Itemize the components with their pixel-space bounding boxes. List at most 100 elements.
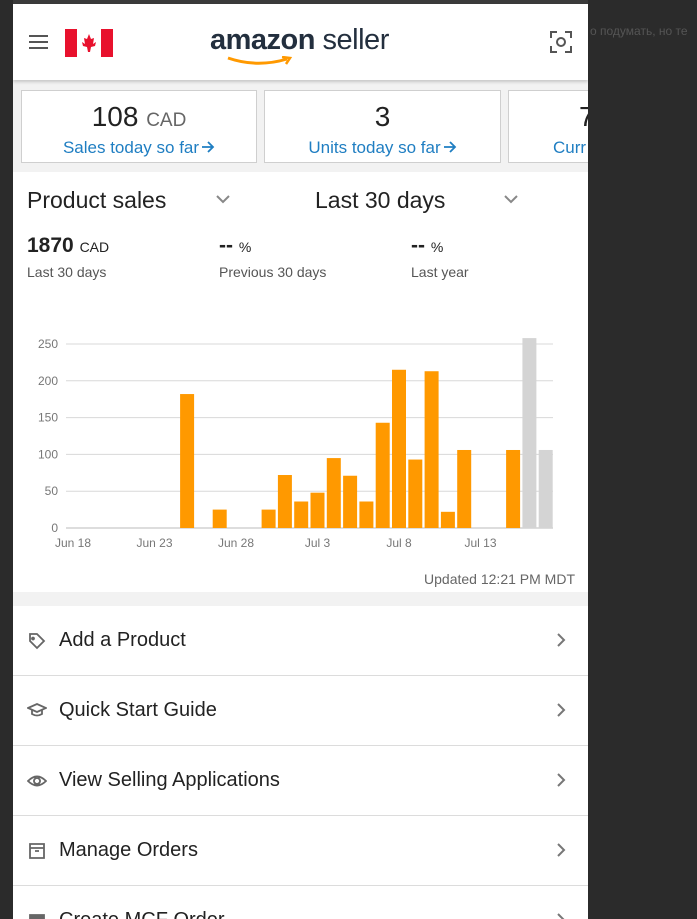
y-tick-label: 200 (38, 374, 58, 388)
stat-label: Previous 30 days (219, 264, 327, 280)
y-tick-label: 100 (38, 447, 58, 461)
logo-text: amazon (210, 24, 315, 56)
icon-shape (29, 843, 45, 859)
scan-button[interactable] (550, 31, 572, 53)
menu-label: Manage Orders (59, 839, 198, 861)
app-screen: amazon seller Product sales Last 30 days… (13, 0, 588, 919)
menu-label: Add a Product (59, 629, 186, 651)
bar (440, 511, 455, 528)
chevron-shape (557, 703, 566, 717)
link-arrow (443, 141, 456, 153)
status-strip (13, 0, 588, 4)
chevron-shape (557, 843, 566, 857)
y-tick-label: 50 (45, 484, 59, 498)
card-label: Units today so far (265, 138, 500, 158)
logo-smile (227, 56, 293, 65)
card-link[interactable]: Sales today so far (62, 138, 200, 157)
bar (359, 501, 374, 528)
chevron (557, 633, 566, 647)
bar (392, 369, 406, 528)
metric-selector[interactable]: Product sales (27, 187, 167, 213)
stat-unit: % (238, 239, 252, 255)
menu-item[interactable]: Manage Orders (13, 816, 588, 886)
bar (522, 338, 537, 528)
card-label: Curr (553, 138, 588, 158)
link-arrow (202, 141, 215, 153)
flag-canada[interactable] (65, 29, 113, 57)
stat-label: Last 30 days (27, 264, 107, 280)
summary-card[interactable]: 7 Curr (508, 90, 588, 163)
sales-chart: 0 50 100 150 200 250 Jun 18 Jun 23 Jun 28 Jul 3 Ju… (38, 337, 553, 550)
menu-icon (29, 633, 46, 650)
app-header: amazon seller (13, 4, 588, 80)
stat-number: -- (411, 234, 425, 257)
dropdown-arrow[interactable] (216, 195, 230, 204)
bar (457, 449, 472, 528)
menu-icon (29, 843, 45, 859)
bar (212, 509, 227, 528)
x-tick-label: Jun 23 (136, 536, 172, 550)
menu-icon (27, 703, 47, 717)
x-tick-label: Jun 28 (218, 536, 254, 550)
sales-panel: Product sales Last 30 days 1870 CAD Last … (13, 172, 588, 592)
chevron-shape (557, 773, 566, 787)
summary-card[interactable]: 108 CAD Sales today so far (21, 90, 257, 163)
card-link[interactable]: Curr (553, 138, 587, 157)
bar (294, 501, 309, 528)
menu-item[interactable]: Quick Start Guide (13, 676, 588, 746)
menu-item[interactable]: Add a Product (13, 606, 588, 676)
card-value: 7 (579, 101, 588, 133)
y-tick-label: 250 (38, 337, 58, 351)
menu-label: View Selling Applications (59, 769, 280, 791)
bar (180, 394, 195, 528)
bar (506, 449, 521, 528)
stat-unit: % (430, 239, 444, 255)
icon-shape (27, 703, 47, 717)
chevron (557, 843, 566, 857)
chevron-shape (557, 913, 565, 919)
card-number: 7 (579, 101, 588, 132)
menu-item[interactable]: Create MCF Order (13, 886, 588, 919)
logo: amazon seller (210, 24, 389, 57)
background-text: о подумать, но те (590, 24, 688, 38)
bar (424, 371, 439, 528)
card-value: 108 CAD (22, 101, 256, 133)
x-tick-label: Jun 18 (55, 536, 91, 550)
menu-button[interactable] (29, 34, 49, 50)
bar (261, 509, 276, 528)
stat-label: Last year (411, 264, 469, 280)
menu-item[interactable]: View Selling Applications (13, 746, 588, 816)
chevron-shape (557, 633, 566, 647)
icon-shape (29, 633, 46, 650)
bar (310, 492, 325, 528)
x-tick-label: Jul 13 (464, 536, 496, 550)
menu-label: Create MCF Order (59, 909, 225, 919)
icon-shape (29, 914, 45, 919)
logo-suffix: seller (322, 24, 390, 56)
summary-card[interactable]: 3 Units today so far (264, 90, 501, 163)
stat-value: 1870 CAD (27, 234, 109, 258)
x-tick-label: Jul 8 (386, 536, 412, 550)
card-label: Sales today so far (22, 138, 256, 158)
card-link[interactable]: Units today so far (308, 138, 441, 157)
updated-time: Updated 12:21 PM MDT (424, 571, 575, 587)
menu-label: Quick Start Guide (59, 699, 217, 721)
stat-number: 1870 (27, 234, 74, 257)
bar (343, 475, 358, 528)
stat-unit: CAD (79, 239, 110, 255)
icon-shape (27, 775, 47, 787)
card-value: 3 (265, 101, 500, 133)
chevron (557, 703, 566, 717)
period-selector[interactable]: Last 30 days (315, 187, 446, 213)
dropdown-arrow[interactable] (504, 195, 518, 204)
arrow-shape (443, 141, 456, 153)
bar (277, 475, 292, 528)
card-number: 3 (374, 101, 391, 132)
chevron (557, 913, 565, 919)
x-tick-label: Jul 3 (305, 536, 331, 550)
bar (326, 458, 341, 528)
bar (408, 459, 423, 528)
arrow-shape (202, 141, 215, 153)
y-tick-label: 150 (38, 411, 58, 425)
